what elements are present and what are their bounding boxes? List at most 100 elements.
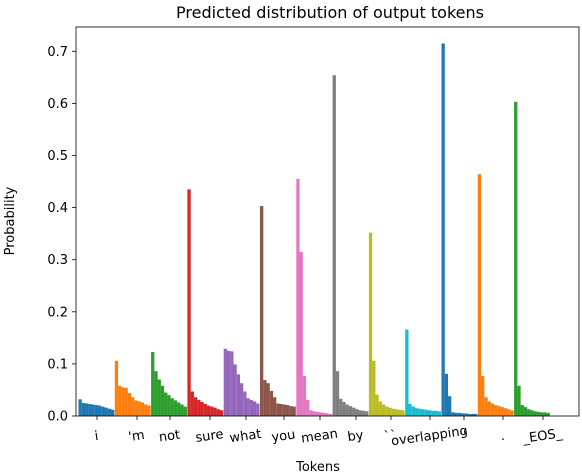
bar-8-1: [372, 360, 376, 416]
bar-3-1: [190, 391, 194, 416]
y-tick-label-7: 0.7: [47, 45, 68, 60]
bar-10-7: [464, 413, 468, 416]
bar-0-8: [104, 407, 108, 416]
bar-2-1: [154, 371, 158, 416]
bar-12-10: [546, 412, 550, 416]
bar-7-9: [361, 410, 366, 416]
bar-9-3: [414, 408, 419, 416]
bar-7-6: [352, 407, 356, 416]
bar-9-10: [437, 411, 441, 416]
bar-8-10: [401, 410, 405, 416]
bar-9-5: [421, 409, 425, 416]
y-tick-label-5: 0.5: [47, 149, 68, 164]
bar-0-7: [101, 406, 105, 416]
bar-12-2: [520, 405, 524, 416]
bar-8-2: [375, 394, 379, 416]
x-tick-label-6: mean: [300, 427, 339, 447]
bar-11-7: [500, 407, 504, 416]
bar-10-10: [474, 413, 478, 416]
bar-2-10: [183, 406, 187, 416]
bar-7-10: [365, 411, 369, 416]
bar-4-1: [226, 350, 231, 417]
bar-12-1: [517, 385, 521, 416]
bar-1-1: [118, 385, 122, 416]
bar-3-9: [216, 409, 220, 416]
plot-frame: [75, 26, 580, 417]
bar-11-2: [484, 397, 488, 416]
bar-9-2: [411, 406, 415, 416]
bar-0-1: [81, 402, 86, 417]
x-tick-label-5: you: [271, 427, 297, 445]
bar-9-7: [427, 410, 432, 416]
x-tick-label-7: by: [347, 428, 365, 445]
bar-3-6: [206, 405, 211, 416]
x-tick-label-11: .: [499, 429, 505, 444]
bar-5-1: [263, 380, 267, 416]
bar-4-8: [249, 399, 253, 416]
bar-10-2: [448, 396, 452, 416]
bar-2-8: [177, 402, 181, 416]
bar-7-3: [342, 401, 346, 416]
bar-10-4: [454, 412, 458, 416]
bar-1-4: [127, 393, 132, 416]
bar-12-5: [530, 410, 534, 416]
bar-7-4: [345, 404, 349, 416]
bar-8-8: [394, 409, 399, 416]
bar-10-3: [451, 412, 455, 416]
bar-12-3: [523, 407, 528, 416]
x-axis: i 'm not sure what you mean by ``overlapping''. _…: [94, 416, 564, 449]
bar-6-4: [309, 410, 313, 416]
x-tick-label-0: i: [94, 429, 100, 444]
bar-5-2: [266, 383, 270, 416]
bar-2-4: [164, 392, 168, 417]
bar-0-6: [98, 405, 102, 416]
bar-6-10: [328, 413, 333, 416]
bar-3-0: [187, 189, 191, 416]
bar-8-0: [368, 232, 373, 416]
bar-11-5: [494, 405, 498, 416]
bar-3-8: [213, 407, 217, 416]
bar-6-8: [322, 412, 326, 416]
bar-5-9: [289, 406, 293, 416]
y-axis-label: Probability: [3, 186, 18, 255]
chart-title: Predicted distribution of output tokens: [176, 3, 484, 22]
bar-6-2: [302, 375, 307, 416]
bar-7-8: [358, 410, 362, 416]
bar-6-3: [306, 399, 310, 416]
bar-12-7: [536, 411, 541, 416]
bar-11-1: [481, 375, 485, 416]
bar-6-9: [325, 413, 329, 416]
x-tick-label-4: what: [229, 427, 263, 446]
bar-0-2: [85, 403, 89, 416]
y-tick-label-3: 0.3: [47, 253, 68, 268]
bar-9-8: [431, 410, 435, 416]
bar-8-5: [385, 406, 389, 416]
bar-11-10: [510, 410, 514, 416]
bar-3-10: [219, 410, 224, 416]
bar-0-0: [78, 399, 82, 416]
bar-6-7: [319, 412, 323, 416]
x-tick-label-12: _EOS_: [521, 426, 564, 447]
bar-1-9: [144, 404, 148, 416]
bar-7-0: [332, 75, 336, 417]
bar-12-8: [540, 412, 544, 416]
bar-2-9: [180, 404, 184, 416]
bar-1-0: [114, 360, 119, 416]
bar-0-10: [111, 409, 115, 416]
bar-5-0: [260, 206, 264, 416]
bar-2-0: [151, 351, 155, 416]
bar-1-10: [147, 405, 151, 416]
y-tick-label-2: 0.2: [47, 305, 68, 320]
bar-0-4: [91, 404, 95, 416]
bar-2-3: [160, 385, 165, 416]
bar-9-1: [408, 404, 412, 416]
bar-5-3: [269, 390, 274, 416]
y-axis: 0.0 0.1 0.2 0.3 0.4 0.5 0.6 0.7: [47, 45, 76, 425]
bar-3-2: [193, 397, 198, 416]
bar-11-9: [507, 409, 511, 416]
bar-10-5: [457, 412, 462, 416]
bar-8-7: [391, 408, 395, 416]
bar-8-9: [398, 409, 402, 416]
bar-10-9: [470, 413, 475, 416]
x-tick-label-10: '': [459, 429, 468, 445]
